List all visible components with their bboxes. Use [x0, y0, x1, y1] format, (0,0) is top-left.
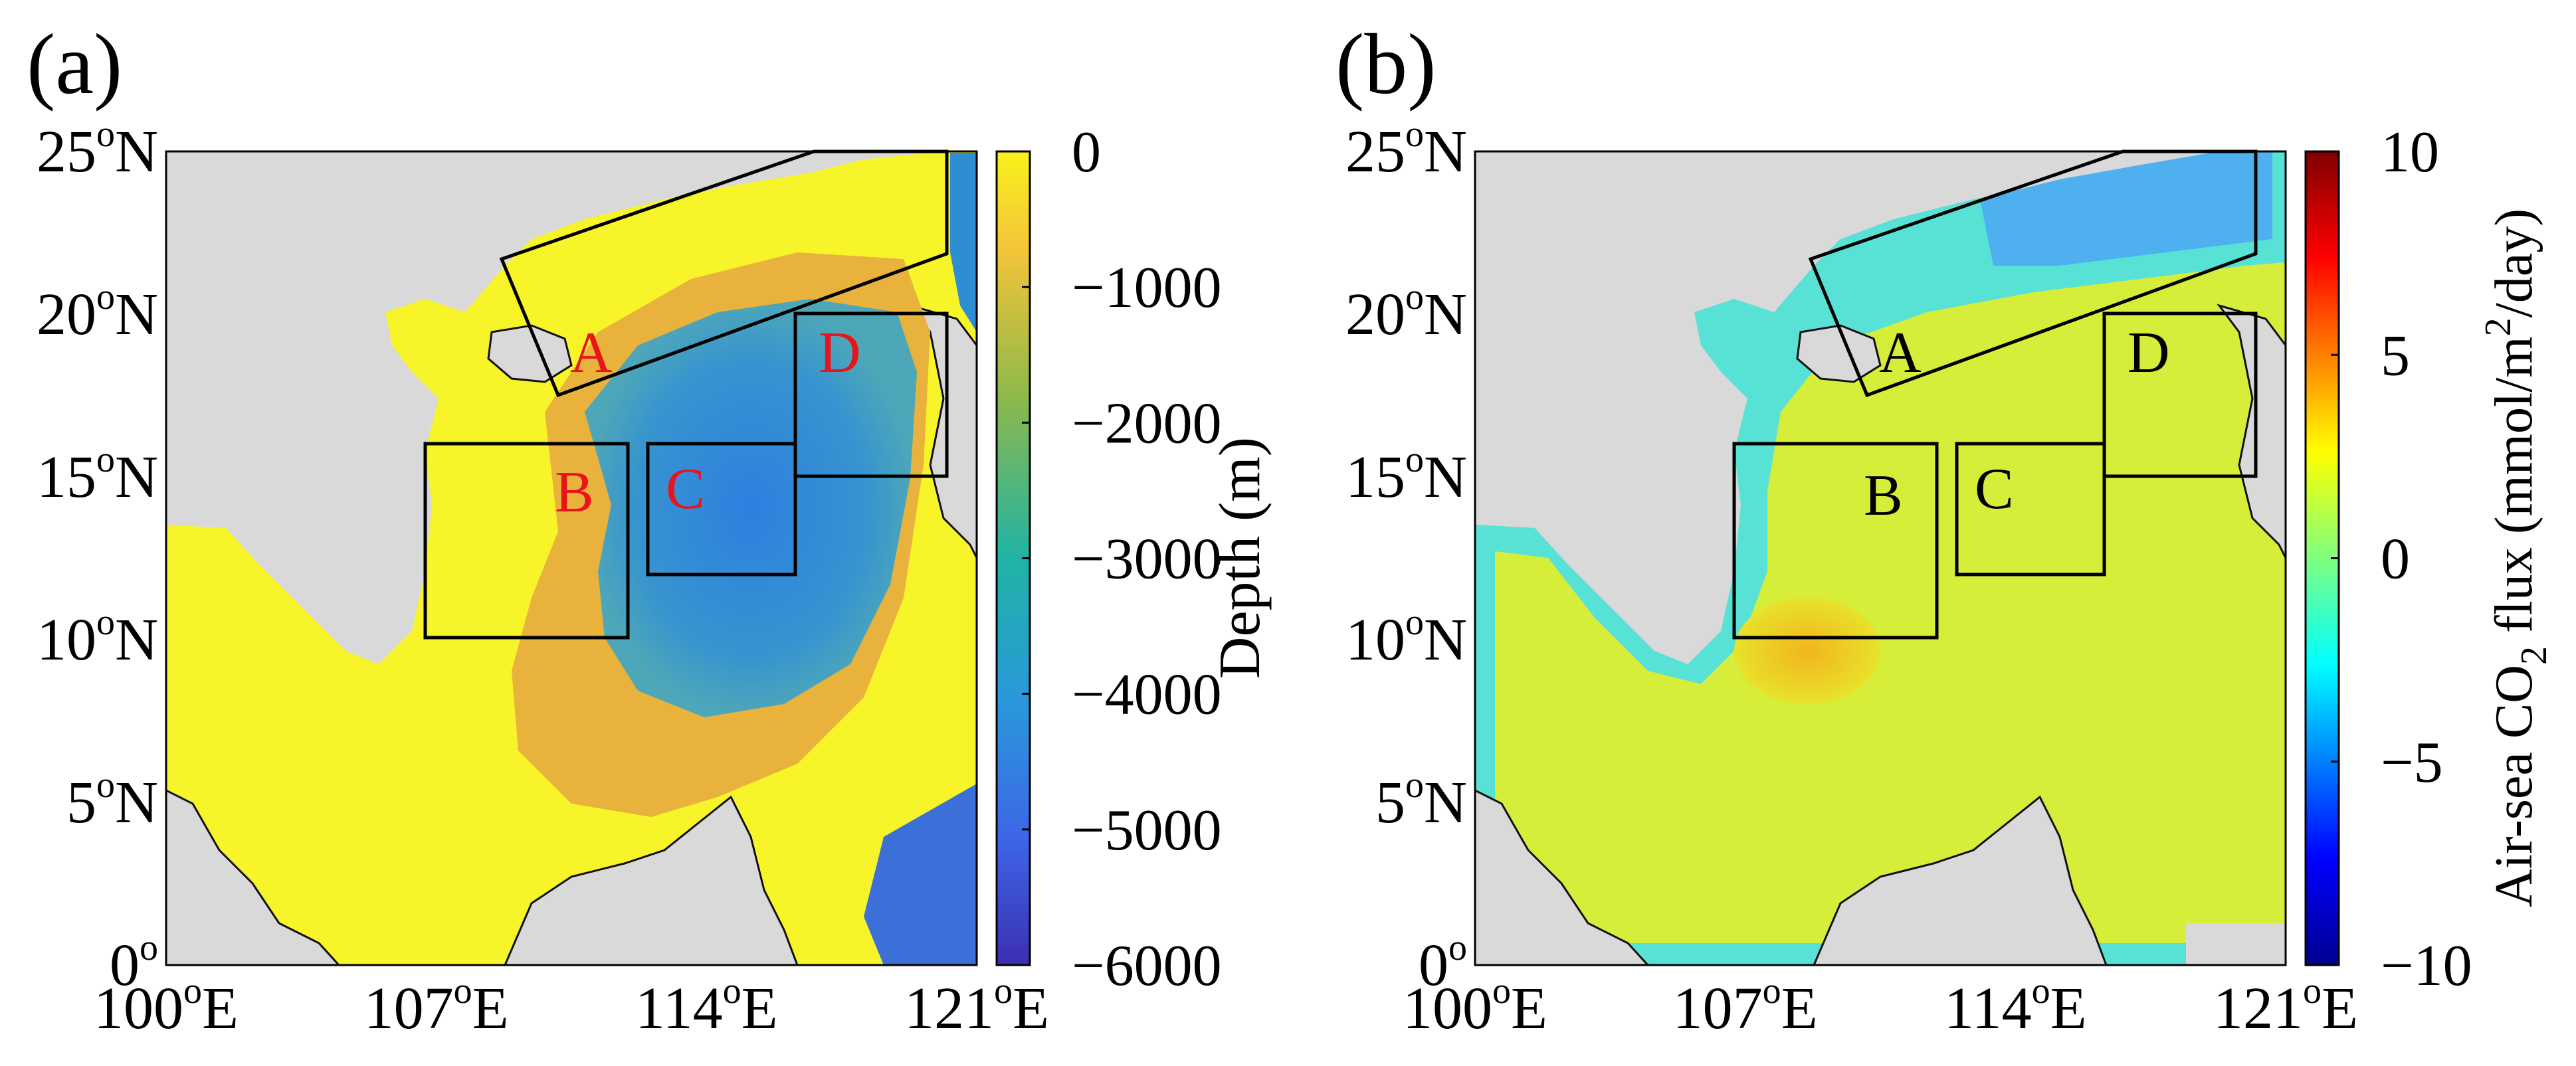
- panel-b-region-C: C: [1975, 457, 2014, 521]
- panel-b-ytick: 0o: [1419, 927, 1467, 998]
- panel-a-ytick: 10oN: [37, 602, 158, 673]
- panel-b-region-D: D: [2128, 321, 2170, 385]
- panel-b-colorbar-label: Air-sea CO2 flux (mmol/m2/day): [2478, 209, 2555, 907]
- panel-b-ytick: 25oN: [1345, 114, 1467, 185]
- panel-a-colorbar-ticks: 0 −1000 −2000 −3000 −4000 −5000 −6000: [1022, 120, 1222, 998]
- panel-b-ytick: 20oN: [1345, 276, 1467, 347]
- panel-a-ytick: 25oN: [37, 114, 158, 185]
- panel-a-cb-ticklabel: −2000: [1072, 391, 1222, 456]
- panel-b-xtick: 100oE: [1403, 970, 1547, 1041]
- panel-b-xtick: 121oE: [2213, 970, 2358, 1041]
- panel-b-region-labels: A B C D: [1864, 321, 2170, 528]
- panel-b-xtick: 107oE: [1673, 970, 1818, 1041]
- panel-a-box-D: [793, 311, 949, 478]
- panel-b-colorbar: 10 5 0 −5 −10 Air-sea CO2 flux (mmol/m2/day): [2304, 120, 2555, 998]
- panel-a-east-deep: [864, 784, 977, 965]
- panel-a-region-D: D: [819, 321, 861, 385]
- panel-b-sea-main: [1495, 262, 2286, 943]
- panel-b-warm-spot: [1734, 598, 1880, 704]
- panel-b-label: (b): [1336, 17, 1437, 112]
- panel-a-cb-ticklabel: −3000: [1072, 527, 1222, 592]
- panel-a-ytick: 20oN: [37, 276, 158, 347]
- panel-a-xtick: 100oE: [94, 970, 239, 1041]
- panel-b-land-borneo: [1812, 795, 2108, 966]
- panel-a-xtick: 121oE: [904, 970, 1049, 1041]
- panel-b-box-B: [1732, 442, 1939, 640]
- panel-a-axes-box: [165, 150, 978, 966]
- panel-b: (b) A B: [1336, 17, 2555, 1041]
- panel-a-region-C: C: [666, 457, 705, 521]
- panel-a-land-hainan: [487, 324, 573, 383]
- panel-a-y-axis: 25oN 20oN 15oN 10oN 5oN 0o: [37, 114, 158, 998]
- panel-a-region-A: A: [570, 321, 613, 385]
- panel-a-cb-ticklabel: −1000: [1072, 256, 1222, 320]
- panel-b-ytick: 15oN: [1345, 439, 1467, 510]
- panel-a-xtick: 114oE: [635, 970, 778, 1041]
- panel-a-colorbar-label: Depth (m): [1208, 437, 1272, 679]
- panel-a-cb-ticklabel: −6000: [1072, 934, 1222, 998]
- panel-b-map: A B C D: [1474, 149, 2287, 966]
- panel-b-cb-ticklabel: −5: [2381, 731, 2443, 795]
- panel-b-xtick: 114oE: [1944, 970, 2087, 1041]
- panel-b-box-D: [2102, 311, 2258, 478]
- panel-b-land-luzon: [2217, 304, 2287, 559]
- panel-a-cb-ticklabel: −4000: [1072, 663, 1222, 727]
- panel-b-land-hainan: [1796, 324, 1882, 383]
- panel-a-box-A: [499, 149, 949, 398]
- panel-b-cb-ticklabel: 0: [2381, 527, 2410, 592]
- panel-b-cb-ticklabel: 5: [2381, 323, 2410, 388]
- panel-b-colorbar-ticks: 10 5 0 −5 −10: [2331, 120, 2472, 998]
- panel-a-cb-ticklabel: −5000: [1072, 798, 1222, 863]
- panel-b-cb-ticklabel: 10: [2381, 120, 2439, 185]
- panel-a-ytick: 5oN: [66, 764, 158, 836]
- panel-a-ytick: 15oN: [37, 439, 158, 510]
- panel-b-box-A: [1808, 149, 2258, 398]
- panel-b-region-A: A: [1879, 321, 1922, 385]
- panel-a-land-borneo: [503, 795, 799, 966]
- panel-b-land-south: [2186, 923, 2286, 965]
- panel-a-box-B: [423, 442, 630, 640]
- panel-a-land-luzon: [908, 304, 978, 559]
- panel-a-box-C: [646, 442, 797, 577]
- panel-b-region-B: B: [1864, 464, 1903, 528]
- panel-b-cb-ticklabel: −10: [2381, 934, 2472, 998]
- panel-a-colorbar: 0 −1000 −2000 −3000 −4000 −5000 −6000 Depth (m…: [995, 120, 1272, 998]
- panel-b-axes-box: [1474, 150, 2287, 966]
- panel-a: (a) A B: [27, 17, 1272, 1041]
- panel-a-region-labels: A B C D: [555, 321, 861, 525]
- panel-a-basin: [585, 299, 917, 717]
- panel-b-ytick: 5oN: [1375, 764, 1467, 836]
- panel-a-cb-ticklabel: 0: [1072, 120, 1101, 185]
- panel-b-region-boxes: [1732, 149, 2258, 640]
- panel-a-region-B: B: [555, 460, 594, 525]
- panel-a-label: (a): [27, 17, 122, 112]
- panel-b-y-axis: 25oN 20oN 15oN 10oN 5oN 0o: [1345, 114, 1467, 998]
- panel-a-ytick: 0o: [110, 927, 158, 998]
- panel-a-xtick: 107oE: [364, 970, 509, 1041]
- panel-a-region-boxes: [423, 149, 949, 640]
- panel-b-box-C: [1955, 442, 2106, 577]
- panel-b-cold-strip: [1980, 151, 2272, 266]
- panel-b-ytick: 10oN: [1345, 602, 1467, 673]
- panel-a-east-strip: [950, 153, 977, 332]
- panel-b-x-axis: 100oE 107oE 114oE 121oE: [1403, 970, 2358, 1041]
- panel-a-x-axis: 100oE 107oE 114oE 121oE: [94, 970, 1049, 1041]
- panel-a-map: A B C D: [165, 149, 978, 966]
